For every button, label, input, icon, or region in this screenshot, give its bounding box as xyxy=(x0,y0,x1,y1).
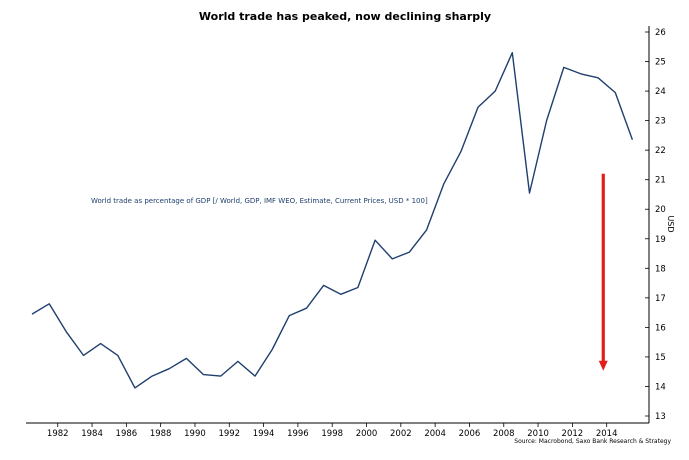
chart-title: World trade has peaked, now declining sh… xyxy=(199,10,491,23)
x-tick-label: 1998 xyxy=(321,429,343,439)
x-tick-label: 2014 xyxy=(596,429,618,439)
arrow-head xyxy=(598,360,608,371)
y-tick-label: 16 xyxy=(655,323,666,333)
y-tick-label: 13 xyxy=(655,412,666,422)
y-tick-label: 24 xyxy=(655,87,666,97)
x-tick-label: 2000 xyxy=(356,429,378,439)
y-tick-label: 20 xyxy=(655,205,666,215)
x-tick-label: 1988 xyxy=(150,429,172,439)
y-tick-label: 25 xyxy=(655,58,666,68)
y-tick-label: 17 xyxy=(655,294,666,304)
y-tick-label: 21 xyxy=(655,176,666,186)
y-tick-label: 18 xyxy=(655,264,666,274)
series-line-world-trade xyxy=(31,52,634,389)
y-tick-label: 14 xyxy=(655,382,666,392)
x-tick-label: 1994 xyxy=(253,429,275,439)
y-tick-label: 22 xyxy=(655,146,666,156)
y-axis-title: USD xyxy=(666,215,675,232)
y-tick-label: 23 xyxy=(655,117,666,127)
x-tick-label: 1984 xyxy=(81,429,103,439)
y-tick-label: 26 xyxy=(655,28,666,38)
down-arrow-icon xyxy=(598,173,608,371)
x-tick-label: 1996 xyxy=(287,429,309,439)
x-tick-label: 2012 xyxy=(562,429,584,439)
legend-text: World trade as percentage of GDP [/ Worl… xyxy=(91,197,428,205)
x-tick-label: 2002 xyxy=(390,429,412,439)
x-tick-label: 1992 xyxy=(218,429,240,439)
x-tick-label: 1986 xyxy=(116,429,138,439)
x-tick-label: 1990 xyxy=(184,429,206,439)
x-tick-label: 1982 xyxy=(47,429,69,439)
x-tick-label: 2004 xyxy=(424,429,446,439)
source-note: Source: Macrobond, Saxo Bank Research & … xyxy=(514,438,671,445)
y-tick-label: 19 xyxy=(655,235,666,245)
x-tick-label: 2008 xyxy=(493,429,515,439)
x-ticks: 1982 1984 1986 1988 1990 1992 1994 1996 1998 2000… xyxy=(47,423,618,439)
y-ticks: 13 14 15 16 17 18 19 20 21 22 23 24 25 26 xyxy=(645,28,666,422)
plot-frame xyxy=(26,26,650,424)
x-tick-label: 2006 xyxy=(459,429,481,439)
x-tick-label: 2010 xyxy=(527,429,549,439)
y-tick-label: 15 xyxy=(655,353,666,363)
